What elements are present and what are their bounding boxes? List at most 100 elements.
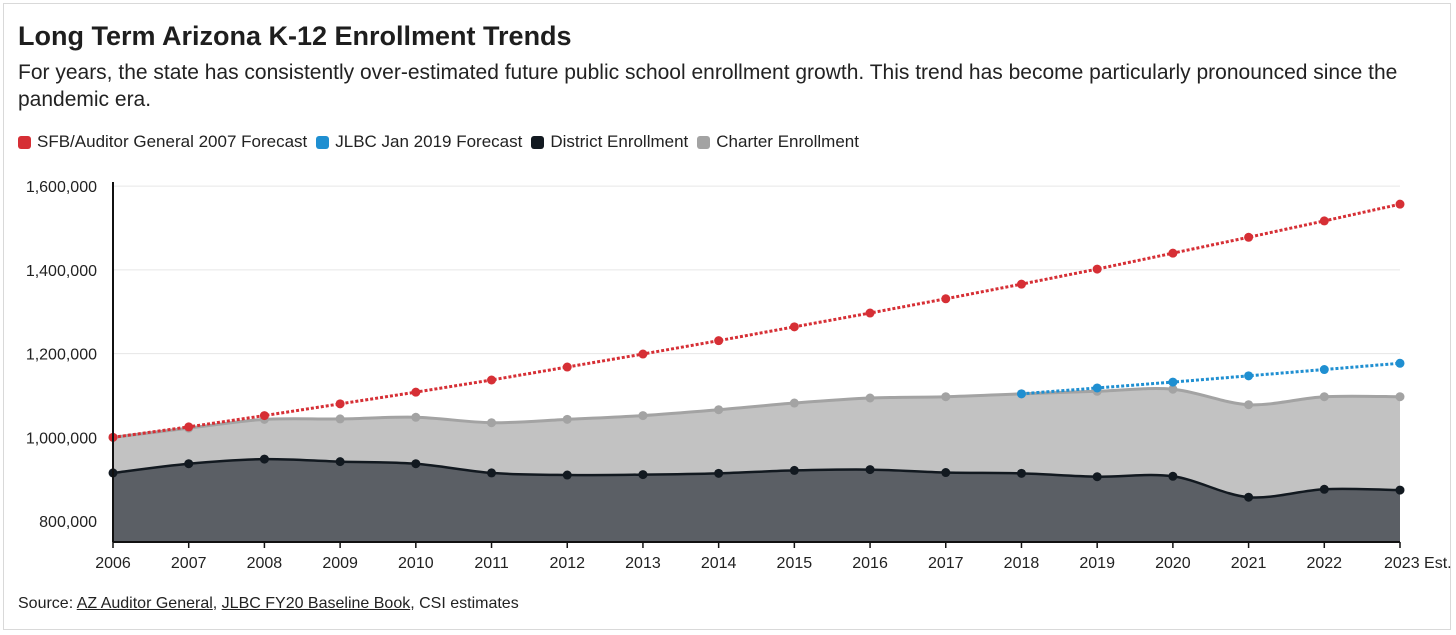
sfb-forecast-point	[562, 362, 572, 372]
source-link-auditor-general[interactable]: AZ Auditor General	[76, 595, 213, 612]
sfb-forecast-point	[638, 349, 648, 359]
sfb-forecast-point	[259, 411, 269, 421]
charter-point	[638, 411, 648, 421]
district-point	[184, 459, 194, 469]
charter-point	[335, 414, 345, 424]
x-tick-label: 2019	[1079, 555, 1115, 572]
x-tick-label: 2020	[1155, 555, 1191, 572]
jlbc-forecast-line	[1021, 361, 1401, 396]
charter-point	[1168, 384, 1178, 394]
sfb-forecast-point	[1319, 216, 1329, 226]
charter-point	[1395, 392, 1405, 402]
legend-label-jlbc-forecast: JLBC Jan 2019 Forecast	[335, 132, 523, 151]
sfb-forecast-point	[789, 322, 799, 332]
district-point	[335, 457, 345, 467]
jlbc-forecast-point	[1319, 365, 1329, 375]
district-point	[487, 468, 497, 478]
sfb-forecast-line	[112, 202, 1401, 439]
y-tick-label: 1,000,000	[26, 430, 97, 447]
legend: SFB/Auditor General 2007 Forecast JLBC J…	[18, 132, 868, 152]
legend-swatch-district	[531, 135, 545, 149]
district-point	[1168, 471, 1178, 481]
x-tick-label: 2010	[398, 555, 434, 572]
charter-point	[1244, 400, 1254, 410]
x-tick-label: 2009	[322, 555, 358, 572]
district-point	[411, 459, 421, 469]
y-tick-label: 1,200,000	[26, 347, 97, 364]
sfb-forecast-point	[1016, 279, 1026, 289]
district-point	[562, 470, 572, 480]
jlbc-forecast-point	[1016, 389, 1026, 399]
x-tick-label: 2008	[247, 555, 283, 572]
sfb-forecast-point	[1244, 232, 1254, 242]
district-point	[1092, 472, 1102, 482]
sfb-forecast-point	[865, 308, 875, 318]
district-point	[1395, 485, 1405, 495]
sfb-forecast-point	[1092, 264, 1102, 274]
charter-point	[487, 418, 497, 428]
sfb-forecast-point	[487, 375, 497, 385]
y-tick-label: 800,000	[39, 514, 97, 531]
chart-subtitle: For years, the state has consistently ov…	[18, 61, 1398, 111]
x-tick-label: 2023 Est.	[1384, 555, 1452, 572]
district-line	[112, 457, 1401, 499]
district-area	[113, 459, 1400, 542]
x-tick-label: 2014	[701, 555, 737, 572]
jlbc-forecast-point	[1395, 358, 1405, 368]
x-tick-label: 2007	[171, 555, 207, 572]
sfb-forecast-point	[1168, 248, 1178, 258]
x-tick-label: 2011	[474, 555, 509, 572]
district-point	[941, 468, 951, 478]
y-tick-label: 1,600,000	[26, 179, 97, 196]
sfb-forecast-point	[714, 336, 724, 346]
charter-point	[789, 398, 799, 408]
x-tick-label: 2006	[95, 555, 131, 572]
sfb-forecast-point	[411, 387, 421, 397]
x-tick-label: 2022	[1306, 555, 1342, 572]
district-point	[1016, 468, 1026, 478]
chart-title: Long Term Arizona K-12 Enrollment Trends	[18, 21, 572, 51]
district-point	[1319, 484, 1329, 494]
district-point	[1244, 492, 1254, 502]
x-tick-label: 2021	[1231, 555, 1267, 572]
jlbc-forecast-point	[1168, 377, 1178, 387]
sfb-forecast-point	[941, 294, 951, 304]
legend-swatch-jlbc-forecast	[316, 135, 330, 149]
jlbc-forecast-point	[1092, 383, 1102, 393]
charter-point	[941, 392, 951, 402]
legend-label-sfb-forecast: SFB/Auditor General 2007 Forecast	[37, 132, 308, 151]
legend-swatch-charter	[697, 135, 711, 149]
legend-label-district: District Enrollment	[550, 132, 689, 151]
charter-point	[714, 405, 724, 415]
district-point	[789, 465, 799, 475]
district-point	[259, 454, 269, 464]
source-link-jlbc-baseline-book[interactable]: JLBC FY20 Baseline Book	[221, 595, 411, 612]
legend-item-sfb-forecast[interactable]: SFB/Auditor General 2007 Forecast	[18, 132, 307, 152]
district-point	[714, 468, 724, 478]
sfb-forecast-point	[184, 422, 194, 432]
source-note: Source: AZ Auditor General, JLBC FY20 Ba…	[18, 595, 519, 613]
x-tick-label: 2018	[1004, 555, 1040, 572]
legend-item-district[interactable]: District Enrollment	[531, 132, 688, 152]
x-tick-label: 2015	[777, 555, 813, 572]
legend-swatch-sfb-forecast	[18, 135, 31, 149]
sfb-forecast-point	[335, 399, 345, 409]
legend-item-jlbc-forecast[interactable]: JLBC Jan 2019 Forecast	[316, 132, 522, 152]
charter-line	[112, 387, 1401, 439]
legend-label-charter: Charter Enrollment	[716, 132, 859, 151]
y-tick-label: 1,400,000	[26, 263, 97, 280]
charter-point	[1319, 392, 1329, 402]
legend-item-charter[interactable]: Charter Enrollment	[697, 132, 859, 152]
charter-point	[865, 393, 875, 403]
sfb-forecast-point	[1395, 199, 1405, 209]
x-tick-label: 2012	[549, 555, 585, 572]
x-tick-label: 2013	[625, 555, 661, 572]
source-prefix: Source:	[18, 595, 77, 612]
x-tick-label: 2017	[928, 555, 964, 572]
charter-point	[562, 414, 572, 424]
jlbc-forecast-point	[1244, 371, 1254, 381]
charter-point	[411, 412, 421, 422]
source-sep: ,	[212, 595, 222, 612]
x-tick-label: 2016	[852, 555, 888, 572]
